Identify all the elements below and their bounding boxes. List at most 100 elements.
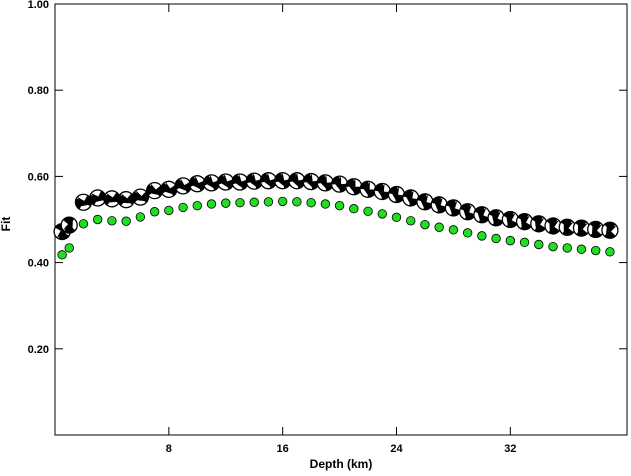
fit-marker <box>534 239 544 250</box>
focal-mechanism-icon <box>558 218 576 236</box>
fit-marker <box>406 216 416 226</box>
mechanism-lobe <box>548 225 560 234</box>
focal-mechanism-icon <box>174 177 192 195</box>
fit-marker <box>178 202 188 213</box>
mechanism-wedge <box>77 197 91 207</box>
x-tick-label: 24 <box>390 443 403 455</box>
mechanism-lobe <box>517 213 529 222</box>
mechanism-wedge <box>320 175 328 191</box>
fit-marker <box>420 219 430 230</box>
fit-marker <box>576 244 587 254</box>
fit-marker <box>121 216 131 226</box>
fit-marker <box>548 241 558 252</box>
fit-marker <box>349 204 359 214</box>
fit-marker <box>562 243 572 253</box>
mechanism-outline <box>558 218 576 236</box>
y-tick-label: 0.20 <box>28 344 49 356</box>
fit-marker <box>206 199 217 209</box>
mechanism-wedge <box>549 220 559 234</box>
x-tick-label: 8 <box>166 443 172 455</box>
focal-mechanism-icon <box>359 180 377 198</box>
fit-marker <box>377 209 387 219</box>
mechanism-wedge <box>463 205 472 220</box>
mechanism-wedge <box>349 179 356 195</box>
fit-marker <box>221 198 231 208</box>
fit-marker <box>434 222 444 232</box>
mechanism-wedge <box>292 172 300 188</box>
mechanism-wedge <box>278 172 286 188</box>
mechanism-wedge <box>91 193 106 202</box>
fit-marker <box>334 201 345 211</box>
mechanism-lobe <box>531 215 544 224</box>
focal-mechanism-icon <box>515 213 534 231</box>
mechanism-wedge <box>477 208 487 223</box>
mechanism-lobe <box>546 217 558 226</box>
mechanism-lobe <box>63 217 75 226</box>
mechanism-wedge <box>535 218 545 232</box>
focal-mechanism-icon <box>373 182 391 201</box>
fit-marker <box>277 196 288 207</box>
mechanism-lobe <box>146 184 155 196</box>
y-tick-label: 0.80 <box>28 85 49 97</box>
mechanism-wedge <box>492 211 501 226</box>
mechanism-lobe <box>175 178 184 190</box>
fit-marker <box>477 231 487 241</box>
fit-marker <box>263 197 274 207</box>
fit-marker <box>363 206 373 217</box>
focal-mechanism-icon <box>601 221 619 239</box>
mechanism-wedge <box>363 181 370 197</box>
fit-marker <box>292 197 302 207</box>
mechanism-wedge <box>306 173 314 189</box>
mechanism-lobe <box>576 228 588 237</box>
focal-mechanism-icon <box>416 193 434 211</box>
mechanism-lobe <box>75 198 84 210</box>
axes-layer: 8 16 24 32 0.20 0.40 0.60 0.80 1.00 <box>28 0 628 455</box>
fit-marker <box>605 247 615 257</box>
mechanism-outline <box>145 181 164 200</box>
fit-marker <box>391 212 402 223</box>
plot-frame <box>54 3 628 436</box>
mechanism-lobe <box>118 194 127 206</box>
focal-mechanism-icon <box>487 209 505 227</box>
mechanism-wedge <box>335 176 342 192</box>
fit-marker <box>462 228 473 238</box>
focal-mechanism-icon <box>330 175 349 193</box>
mechanism-wedge <box>520 215 530 230</box>
mechanism-lobe <box>589 221 602 230</box>
focal-mechanism-icon <box>430 196 448 214</box>
mechanism-wedge <box>377 184 385 200</box>
focal-mechanism-icon <box>402 189 420 207</box>
mechanism-wedge <box>506 213 516 227</box>
mechanism-wedge <box>106 193 120 203</box>
mechanism-lobe <box>160 182 169 194</box>
focal-mechanism-icon <box>501 210 519 229</box>
mechanism-lobe <box>590 229 602 238</box>
mechanism-wedge <box>563 222 574 235</box>
x-tick-label: 32 <box>504 443 516 455</box>
focal-mechanism-icon <box>74 193 93 211</box>
mechanism-lobe <box>64 225 76 234</box>
focal-mechanism-icon <box>387 185 406 204</box>
focal-mechanism-icon <box>145 181 164 200</box>
fit-marker <box>64 243 74 253</box>
mechanism-lobe <box>534 223 546 232</box>
mechanism-lobe <box>562 227 574 236</box>
x-axis-label: Depth (km) <box>310 457 373 471</box>
focal-mechanism-icon <box>458 203 477 221</box>
mechanism-lobe <box>575 220 587 229</box>
fit-marker <box>107 216 117 226</box>
focal-mechanism-icon <box>131 188 150 206</box>
fit-marker <box>491 233 501 244</box>
y-axis-label: Fit <box>0 217 13 232</box>
fit-marker <box>505 235 516 246</box>
focal-mechanism-icon <box>345 178 363 196</box>
mechanism-wedge <box>207 175 216 190</box>
y-tick-label: 0.60 <box>28 171 49 183</box>
x-tick-label: 16 <box>277 443 289 455</box>
marks-layer <box>53 172 619 260</box>
mechanism-wedge <box>165 182 175 195</box>
fit-marker <box>164 205 174 216</box>
focal-mechanism-icon <box>60 216 78 234</box>
mechanism-lobe <box>560 219 573 228</box>
